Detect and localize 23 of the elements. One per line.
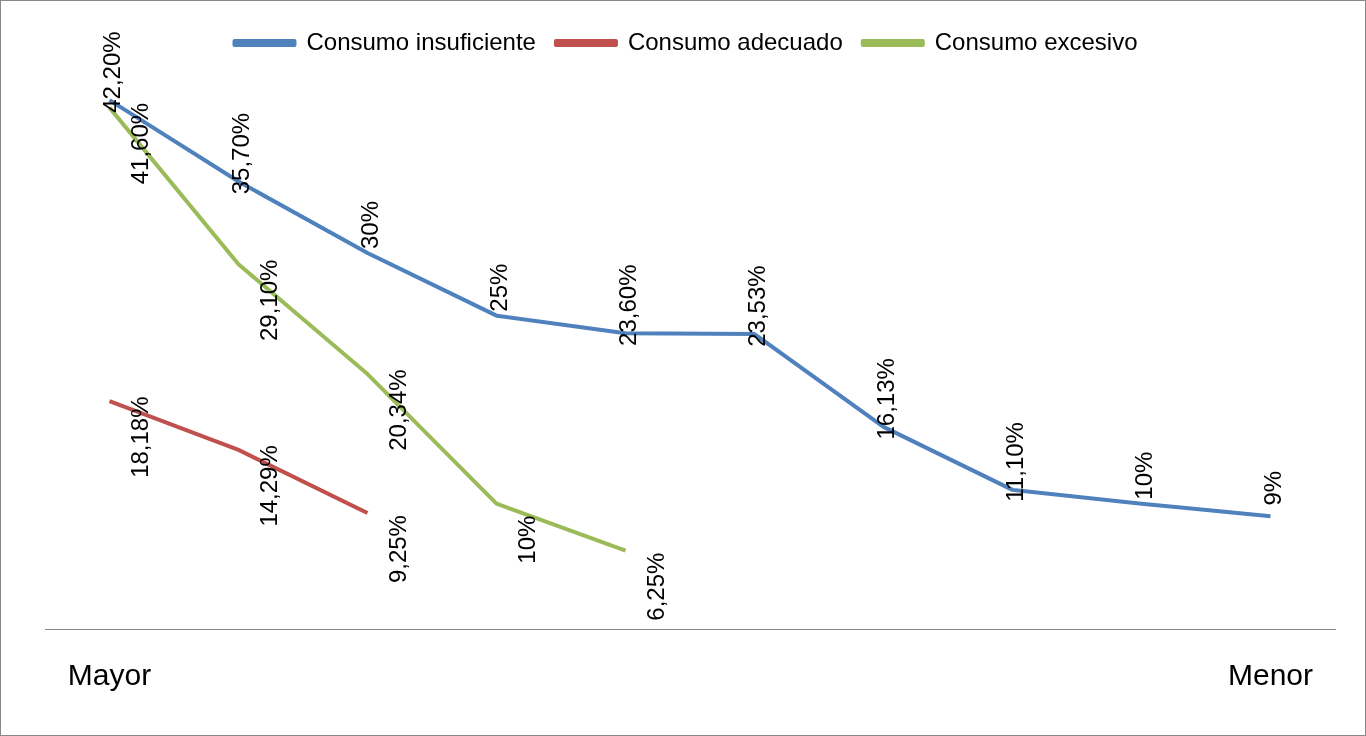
data-label: 41,60%	[126, 102, 154, 185]
data-label: 35,70%	[227, 112, 255, 195]
data-label: 6,25%	[642, 552, 670, 621]
data-label: 14,29%	[255, 445, 283, 527]
data-label: 23,60%	[614, 264, 642, 346]
data-label: 25%	[485, 263, 513, 312]
data-label: 10%	[513, 515, 541, 564]
x-tick-label: Menor	[1227, 658, 1314, 692]
data-label: 23,53%	[743, 265, 771, 347]
x-tick-label: Mayor	[67, 658, 152, 692]
data-label: 9,25%	[384, 515, 412, 584]
legend-label: Consumo insuficiente	[306, 27, 536, 55]
data-label: 11,10%	[1001, 422, 1029, 502]
data-label: 29,10%	[255, 259, 283, 341]
data-label: 18,18%	[126, 396, 154, 478]
legend-label: Consumo adecuado	[627, 27, 843, 55]
data-label: 20,34%	[384, 369, 412, 451]
data-label: 10%	[1130, 451, 1158, 500]
data-label: 9%	[1259, 470, 1287, 506]
data-label: 42,20%	[98, 31, 126, 113]
data-label: 30%	[356, 200, 384, 250]
data-label: 16,13%	[872, 358, 900, 440]
legend-label: Consumo excesivo	[934, 27, 1138, 55]
